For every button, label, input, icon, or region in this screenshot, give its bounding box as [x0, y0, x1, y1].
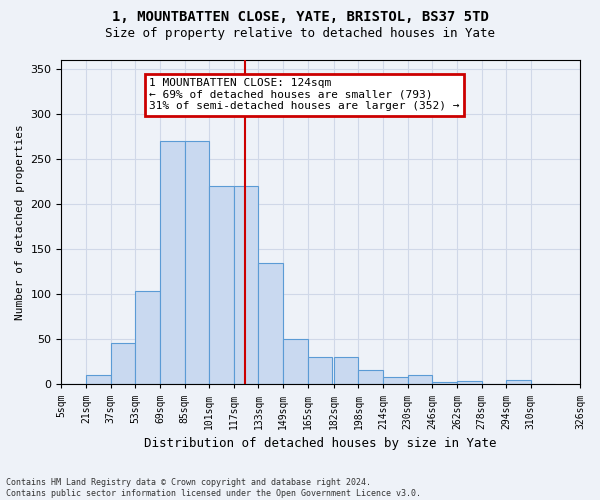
Bar [334, 358, 358, 384]
Y-axis label: Number of detached properties: Number of detached properties [15, 124, 25, 320]
Text: Contains HM Land Registry data © Crown copyright and database right 2024.
Contai: Contains HM Land Registry data © Crown c… [6, 478, 421, 498]
Bar [110, 343, 135, 384]
Bar [185, 141, 209, 384]
Bar [86, 376, 110, 384]
Bar [383, 377, 407, 384]
Text: 1, MOUNTBATTEN CLOSE, YATE, BRISTOL, BS37 5TD: 1, MOUNTBATTEN CLOSE, YATE, BRISTOL, BS3… [112, 10, 488, 24]
Bar [135, 290, 160, 384]
Bar [506, 380, 531, 384]
Bar [432, 382, 457, 384]
Bar [457, 381, 482, 384]
X-axis label: Distribution of detached houses by size in Yate: Distribution of detached houses by size … [145, 437, 497, 450]
Bar [407, 376, 432, 384]
Bar [358, 370, 383, 384]
Text: 1 MOUNTBATTEN CLOSE: 124sqm
← 69% of detached houses are smaller (793)
31% of se: 1 MOUNTBATTEN CLOSE: 124sqm ← 69% of det… [149, 78, 460, 111]
Bar [160, 141, 185, 384]
Bar [283, 340, 308, 384]
Bar [234, 186, 259, 384]
Bar [209, 186, 234, 384]
Bar [308, 358, 332, 384]
Bar [259, 262, 283, 384]
Text: Size of property relative to detached houses in Yate: Size of property relative to detached ho… [105, 28, 495, 40]
